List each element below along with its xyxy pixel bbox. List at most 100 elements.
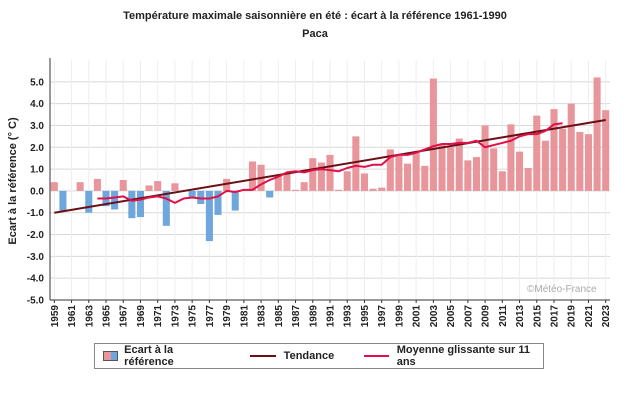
bar-1992 bbox=[335, 189, 343, 191]
bar-2019 bbox=[567, 103, 575, 191]
bar-2012 bbox=[507, 124, 515, 191]
bar-2006 bbox=[455, 138, 463, 191]
bar-1998 bbox=[386, 149, 394, 191]
x-tick-label: 1997 bbox=[377, 305, 388, 328]
bar-2001 bbox=[412, 151, 420, 191]
x-tick-label: 1977 bbox=[205, 305, 216, 328]
x-tick-label: 1987 bbox=[291, 305, 302, 328]
bar-1966 bbox=[111, 190, 119, 210]
x-tick-label: 1959 bbox=[50, 305, 61, 328]
x-tick-label: 2017 bbox=[550, 305, 561, 328]
legend-label-trend: Tendance bbox=[283, 350, 335, 362]
bar-2023 bbox=[602, 110, 610, 191]
x-tick-label: 1965 bbox=[102, 305, 113, 328]
y-tick-label: 4.0 bbox=[30, 99, 44, 110]
bar-1971 bbox=[154, 181, 162, 191]
bar-2013 bbox=[516, 151, 524, 191]
bar-1975 bbox=[188, 190, 196, 199]
bar-1994 bbox=[352, 136, 360, 191]
bar-2014 bbox=[524, 168, 532, 191]
bar-1988 bbox=[300, 182, 308, 191]
bar-2017 bbox=[550, 109, 558, 191]
x-tick-label: 1963 bbox=[84, 305, 95, 328]
y-tick-label: -2.0 bbox=[27, 230, 45, 241]
bar-1997 bbox=[378, 187, 386, 191]
bar-2005 bbox=[447, 147, 455, 191]
x-tick-label: 1973 bbox=[170, 305, 181, 328]
x-tick-label: 2013 bbox=[515, 305, 526, 328]
chart-subtitle: Paca bbox=[302, 28, 328, 40]
legend-label-bars: Ecart à la référence bbox=[124, 344, 174, 368]
y-axis-label: Ecart à la référence (° C) bbox=[7, 117, 19, 245]
legend-swatch-moving bbox=[364, 355, 389, 357]
x-tick-label: 1985 bbox=[274, 305, 285, 328]
bar-1969 bbox=[136, 190, 144, 218]
bar-1973 bbox=[171, 183, 179, 191]
bar-1978 bbox=[214, 190, 222, 215]
legend-label-moving: Moyenne glissante sur 11 ans bbox=[396, 344, 530, 368]
bar-1963 bbox=[85, 190, 93, 213]
bar-1962 bbox=[76, 182, 84, 191]
bar-1968 bbox=[128, 190, 136, 219]
x-tick-label: 1981 bbox=[239, 305, 250, 328]
y-tick-label: 5.0 bbox=[30, 77, 44, 88]
bar-1980 bbox=[231, 190, 239, 211]
y-tick-label: -5.0 bbox=[27, 296, 45, 307]
bar-2002 bbox=[421, 165, 429, 191]
x-tick-label: 1961 bbox=[67, 305, 78, 328]
x-tick-label: 1995 bbox=[360, 305, 371, 328]
bar-1985 bbox=[274, 175, 282, 191]
bar-1967 bbox=[119, 180, 127, 191]
x-tick-label: 2023 bbox=[601, 305, 612, 328]
bar-1970 bbox=[145, 185, 153, 191]
y-tick-label: 0.0 bbox=[30, 186, 44, 197]
legend-swatch-trend bbox=[249, 355, 276, 357]
x-tick-label: 2011 bbox=[498, 305, 509, 327]
legend-item-trend: Tendance bbox=[249, 350, 335, 362]
x-tick-label: 1979 bbox=[222, 305, 233, 328]
bar-2015 bbox=[533, 115, 541, 191]
bar-1972 bbox=[162, 190, 170, 226]
x-tick-label: 2021 bbox=[584, 305, 595, 328]
bar-2009 bbox=[481, 125, 489, 191]
y-tick-label: 3.0 bbox=[30, 121, 44, 132]
legend-item-bars: Ecart à la référence bbox=[103, 344, 220, 368]
x-tick-label: 2019 bbox=[567, 305, 578, 328]
x-tick-label: 1967 bbox=[119, 305, 130, 328]
x-tick-label: 1999 bbox=[394, 305, 405, 328]
bar-2010 bbox=[490, 148, 498, 191]
y-tick-label: -4.0 bbox=[27, 274, 45, 285]
bars bbox=[50, 77, 610, 242]
bar-1979 bbox=[223, 178, 231, 191]
bar-1959 bbox=[50, 182, 58, 191]
bar-2003 bbox=[429, 78, 437, 191]
series-lines bbox=[54, 119, 606, 214]
copyright-text: ©Météo-France bbox=[527, 284, 597, 295]
x-tick-label: 2005 bbox=[446, 305, 457, 328]
bar-1996 bbox=[369, 188, 377, 191]
chart-title: Température maximale saisonnière en été … bbox=[123, 10, 507, 22]
bar-2008 bbox=[472, 157, 480, 191]
x-tick-label: 2009 bbox=[481, 305, 492, 328]
bar-1982 bbox=[248, 161, 256, 191]
x-tick-label: 1991 bbox=[326, 305, 337, 328]
bar-1986 bbox=[283, 173, 291, 191]
bar-1976 bbox=[197, 190, 205, 204]
bar-1960 bbox=[59, 190, 67, 211]
bar-2020 bbox=[576, 132, 584, 191]
x-tick-label: 1983 bbox=[257, 305, 268, 328]
bar-2022 bbox=[593, 77, 601, 191]
chart-svg: -5.0 -4.0 -3.0 -2.0 -1.0 0.0 1.0 2.0 3.0 4.0 5.0 19… bbox=[7, 58, 612, 327]
moving-average-line bbox=[97, 122, 563, 204]
x-tick-label: 1993 bbox=[343, 305, 354, 328]
bar-2021 bbox=[584, 134, 592, 191]
y-tick-label: -1.0 bbox=[27, 208, 45, 219]
x-tick-label: 2015 bbox=[532, 305, 543, 328]
bar-2011 bbox=[498, 171, 506, 191]
bar-2016 bbox=[541, 140, 549, 191]
bar-1977 bbox=[205, 190, 213, 242]
bar-2004 bbox=[438, 145, 446, 191]
axes: -5.0 -4.0 -3.0 -2.0 -1.0 0.0 1.0 2.0 3.0 4.0 5.0 19… bbox=[27, 58, 612, 327]
bar-1989 bbox=[309, 158, 317, 191]
bar-1990 bbox=[317, 162, 325, 191]
